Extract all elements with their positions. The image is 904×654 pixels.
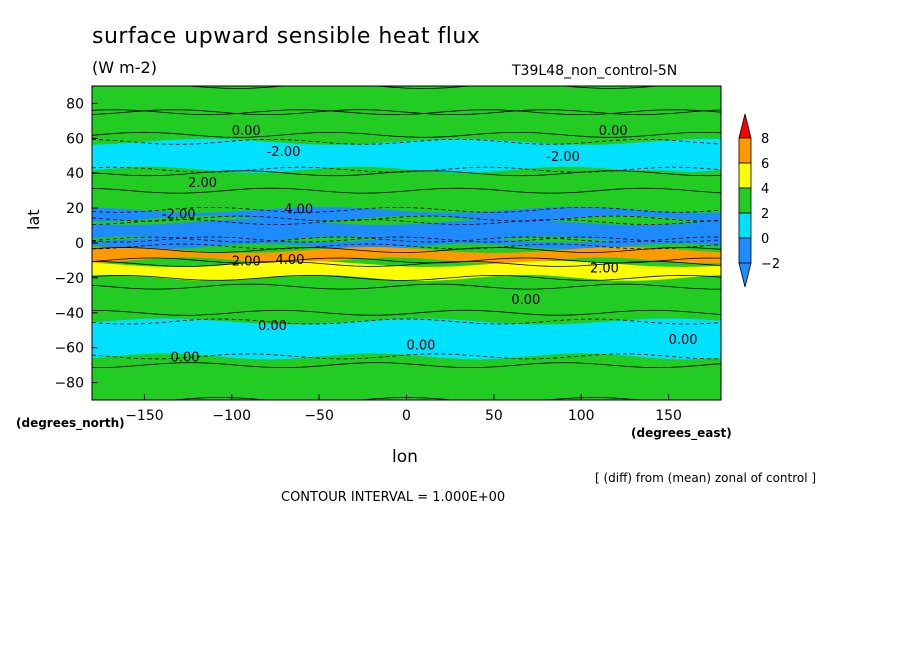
colorbar: 8 6 4 2 0 −2 [738, 113, 780, 288]
contour-label: 4.00 [275, 253, 304, 268]
contour-line [92, 353, 721, 360]
colorbar-label: 2 [761, 207, 769, 222]
contour-line [92, 86, 662, 89]
contour-line [92, 236, 721, 243]
y-axis-label: lat [24, 209, 43, 230]
x-tick-label: −100 [213, 408, 251, 424]
y-tick-label: 80 [66, 96, 84, 112]
colorbar-label: 4 [761, 182, 769, 197]
colorbar-max-arrow [738, 113, 752, 139]
y-tick-label: −80 [54, 376, 84, 392]
band-5 [92, 219, 721, 243]
contour-label: 0.00 [599, 124, 628, 139]
x-tick-label: −150 [125, 408, 163, 424]
contour-line [92, 260, 721, 267]
x-axis: −150 −100 −50 0 50 100 150 [125, 394, 682, 424]
band-8 [92, 260, 721, 281]
contour-lines [92, 86, 721, 400]
band-11 [92, 362, 721, 400]
contour-line [92, 247, 721, 253]
x-tick-label: 100 [568, 408, 595, 424]
band-4 [92, 206, 721, 222]
contour-label: -2.00 [162, 208, 196, 223]
contour-label: 0.00 [511, 293, 540, 308]
contour-line [92, 283, 721, 290]
difference-note: [ (diff) from (mean) zonal of control ] [595, 471, 817, 485]
band-2 [92, 138, 721, 173]
contour-fills [92, 86, 721, 400]
colorbar-min-arrow [738, 262, 752, 288]
contour-line [92, 170, 721, 177]
y-tick-label: −60 [54, 341, 84, 357]
contour-label: 0.00 [669, 333, 698, 348]
x-tick-label: 50 [485, 408, 503, 424]
colorbar-label: −2 [761, 257, 780, 272]
contour-line [92, 274, 721, 281]
contour-line [92, 243, 721, 250]
y-axis: 80 60 40 20 0 −20 −40 −60 −80 [54, 96, 98, 392]
contour-label: 2.00 [232, 255, 261, 270]
y-tick-label: 60 [66, 131, 84, 147]
band-0 [92, 86, 721, 116]
colorbar-label: 8 [761, 132, 769, 147]
x-units-label: (degrees_east) [631, 426, 732, 440]
chart-title: surface upward sensible heat flux [92, 24, 481, 49]
contour-label: 0.00 [407, 338, 436, 353]
x-tick-label: −50 [304, 408, 334, 424]
colorbar-segment [738, 187, 752, 214]
band-10 [92, 318, 721, 360]
contour-line [92, 219, 721, 226]
contour-line [92, 138, 721, 145]
contour-line [92, 236, 721, 243]
colorbar-segment [738, 237, 752, 264]
contour-label: 0.00 [171, 351, 200, 366]
contour-label: 2.00 [188, 176, 217, 191]
contour-label: 4.00 [284, 202, 313, 217]
band-6 [92, 236, 721, 250]
contour-line [92, 109, 721, 116]
contour-line [92, 318, 721, 325]
band-3 [92, 170, 721, 194]
colorbar-label: 0 [761, 232, 769, 247]
contour-line [92, 362, 721, 369]
y-tick-label: 40 [66, 166, 84, 182]
contour-label: 0.00 [232, 124, 261, 139]
colorbar-segment [738, 137, 752, 164]
contour-line [92, 131, 721, 138]
x-tick-label: 150 [655, 408, 682, 424]
colorbar-segment [738, 212, 752, 239]
contour-line [92, 215, 721, 222]
contour-line [92, 206, 721, 213]
contour-line [92, 187, 721, 194]
contour-interval-label: CONTOUR INTERVAL = 1.000E+00 [281, 490, 506, 505]
contour-labels: 0.00 0.00 -2.00 -2.00 2.00 -2.00 4.00 2.00 4.00 2… [162, 124, 698, 366]
y-tick-label: −20 [54, 271, 84, 287]
contour-line [92, 309, 721, 316]
y-tick-label: 0 [75, 236, 84, 252]
run-name-label: T39L48_non_control-5N [512, 63, 678, 79]
colorbar-segment [738, 162, 752, 189]
colorbar-label: 6 [761, 157, 769, 172]
x-axis-label: lon [392, 447, 418, 467]
contour-label: 2.00 [590, 262, 619, 277]
band-1 [92, 109, 721, 138]
y-tick-label: 20 [66, 201, 84, 217]
band-9 [92, 283, 721, 316]
y-tick-label: −40 [54, 306, 84, 322]
contour-label: -2.00 [546, 150, 580, 165]
contour-label: 0.00 [258, 319, 287, 334]
contour-label: -2.00 [267, 145, 301, 160]
y-units-label: (degrees_north) [16, 416, 125, 430]
contour-line [92, 109, 721, 116]
units-label: (W m-2) [92, 58, 157, 77]
band-7 [92, 247, 721, 264]
x-tick-label: 0 [402, 408, 411, 424]
